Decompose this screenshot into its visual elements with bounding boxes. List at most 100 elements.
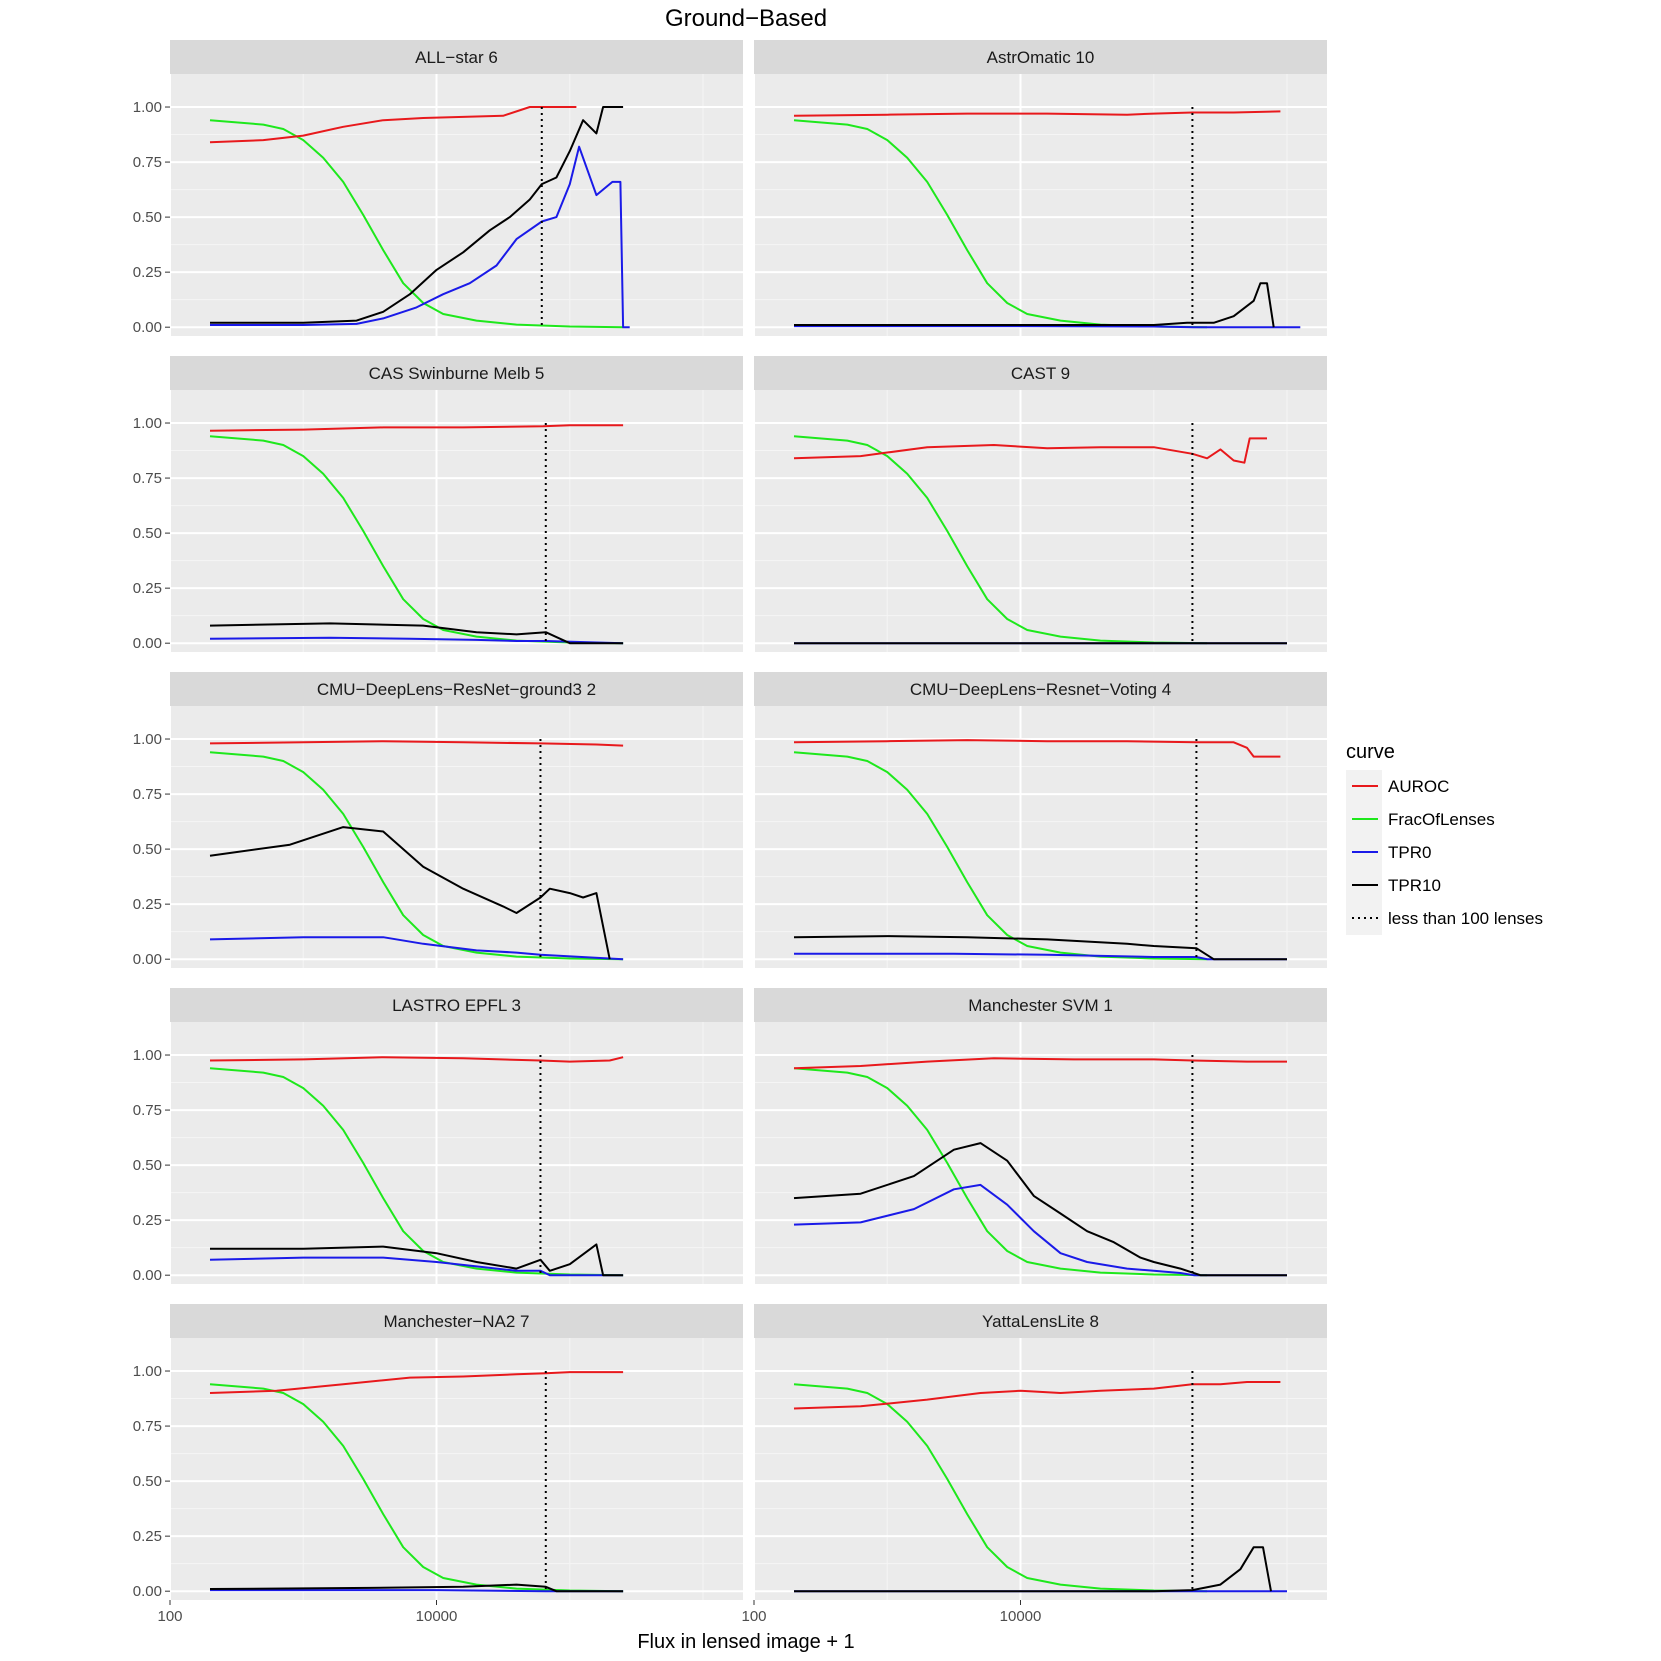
panel-title: Manchester SVM 1: [968, 996, 1113, 1015]
series-line-fracoflenses: [209, 751, 624, 961]
y-tick-label: 1.00: [133, 415, 162, 432]
panel-strip: [170, 1304, 743, 1338]
legend-label-fracoflenses: FracOfLenses: [1388, 810, 1495, 829]
series-line-fracoflenses: [793, 1383, 1208, 1593]
series-line-fracoflenses: [209, 1383, 624, 1593]
y-tick-label: 0.00: [133, 635, 162, 652]
series-line-tpr10: [210, 1243, 624, 1277]
y-tick-label: 1.00: [133, 731, 162, 748]
series-line-tpr10: [209, 622, 624, 645]
y-tick-label: 1.00: [133, 1047, 162, 1064]
plot-background: [170, 706, 743, 968]
panel-title: AstrOmatic 10: [987, 48, 1095, 67]
plot-background: [170, 1022, 743, 1284]
series-line-fracoflenses: [793, 1067, 1208, 1277]
series-line-tpr10: [209, 1583, 624, 1593]
legend: curve AUROC FracOfLenses TPR0 TPR10 less tha…: [1346, 741, 1543, 935]
series-line-tpr0: [209, 1256, 624, 1277]
panel-cas: CAS Swinburne Melb 5 0.00 0.25 0.50 0.75 1.00: [133, 356, 743, 652]
y-tick-label: 0.75: [133, 154, 162, 171]
y-tick-label: 0.50: [133, 1157, 162, 1174]
series-line-tpr10: [794, 282, 1275, 328]
panel-strip: [754, 988, 1327, 1022]
series-line-tpr10: [793, 935, 1287, 961]
y-tick-label: 0.50: [133, 209, 162, 226]
panel-strip: [754, 356, 1327, 390]
panel-strip: [170, 672, 743, 706]
series-line-auroc: [209, 1056, 624, 1063]
y-tick-label: 0.25: [133, 264, 162, 281]
plot-background: [754, 1338, 1327, 1600]
panel-mansvm: Manchester SVM 1: [753, 988, 1327, 1284]
series-line-auroc: [793, 1381, 1281, 1410]
panel-cast: CAST 9: [753, 356, 1327, 652]
series-line-auroc: [209, 740, 624, 747]
y-tick-label: 0.50: [133, 841, 162, 858]
plot-background: [754, 74, 1327, 336]
y-tick-label: 0.25: [133, 1212, 162, 1229]
panel-title: LASTRO EPFL 3: [392, 996, 521, 1015]
series-line-tpr10: [209, 826, 611, 960]
series-line-tpr0: [794, 952, 1287, 961]
series-line-fracoflenses: [209, 119, 624, 329]
x-tick-label: 10000: [416, 1608, 458, 1625]
panel-lastro: LASTRO EPFL 3 0.00 0.25 0.50 0.75 1.00: [133, 988, 743, 1284]
y-tick-label: 0.25: [133, 1528, 162, 1545]
y-tick-label: 0.75: [133, 470, 162, 487]
panel-strip: [170, 988, 743, 1022]
series-line-auroc: [793, 110, 1281, 117]
panels-layer: ALL−star 6 0.00 0.25 0.50 0.75 1.00 AstrOmatic…: [133, 40, 1327, 1625]
plot-background: [170, 390, 743, 652]
panel-allstar: ALL−star 6 0.00 0.25 0.50 0.75 1.00: [133, 40, 743, 336]
y-tick-label: 0.25: [133, 580, 162, 597]
panel-strip: [754, 40, 1327, 74]
y-tick-label: 0.00: [133, 319, 162, 336]
panel-title: CMU−DeepLens−ResNet−ground3 2: [317, 680, 596, 699]
series-line-fracoflenses: [209, 1067, 624, 1277]
y-tick-label: 1.00: [133, 1363, 162, 1380]
series-line-fracoflenses: [793, 435, 1208, 645]
panel-strip: [170, 40, 743, 74]
panel-astromatic: AstrOmatic 10: [753, 40, 1327, 336]
y-tick-label: 0.75: [133, 786, 162, 803]
series-line-tpr0: [209, 936, 624, 961]
x-tick-label: 100: [741, 1608, 766, 1625]
chart-title: Ground−Based: [665, 5, 827, 32]
y-tick-label: 0.00: [133, 1583, 162, 1600]
panel-strip: [754, 672, 1327, 706]
panel-cmuvote: CMU−DeepLens−Resnet−Voting 4: [753, 672, 1327, 968]
panel-title: ALL−star 6: [415, 48, 498, 67]
panel-title: CAST 9: [1011, 364, 1070, 383]
plot-background: [754, 706, 1327, 968]
plot-background: [754, 390, 1327, 652]
y-tick-label: 1.00: [133, 99, 162, 116]
series-line-auroc: [209, 106, 577, 144]
series-line-tpr0: [794, 325, 1301, 329]
series-line-auroc: [209, 424, 624, 432]
panel-title: CMU−DeepLens−Resnet−Voting 4: [910, 680, 1171, 699]
x-axis-title: Flux in lensed image + 1: [637, 1631, 854, 1653]
legend-label-less100: less than 100 lenses: [1388, 909, 1543, 928]
series-line-tpr0: [210, 145, 630, 329]
series-line-tpr10: [793, 1142, 1287, 1277]
series-line-tpr10: [794, 1546, 1272, 1593]
series-line-tpr0: [793, 1183, 1287, 1277]
legend-entries: AUROC FracOfLenses TPR0 TPR10 less than 100 …: [1346, 770, 1543, 935]
plot-background: [170, 1338, 743, 1600]
legend-title: curve: [1346, 741, 1395, 763]
panel-strip: [754, 1304, 1327, 1338]
x-tick-label: 10000: [1000, 1608, 1042, 1625]
panel-manna2: Manchester−NA2 7 0.00 0.25 0.50 0.75 1.00 100 1…: [133, 1304, 743, 1625]
panel-strip: [170, 356, 743, 390]
panel-title: CAS Swinburne Melb 5: [369, 364, 545, 383]
series-line-auroc: [793, 437, 1267, 464]
plot-background: [170, 74, 743, 336]
series-line-fracoflenses: [793, 119, 1208, 329]
y-tick-label: 0.00: [133, 1267, 162, 1284]
y-tick-label: 0.25: [133, 896, 162, 913]
series-line-auroc: [793, 1057, 1287, 1070]
y-tick-label: 0.00: [133, 951, 162, 968]
x-tick-label: 100: [157, 1608, 182, 1625]
panel-title: YattaLensLite 8: [982, 1312, 1099, 1331]
